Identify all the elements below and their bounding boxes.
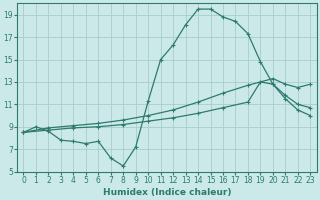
X-axis label: Humidex (Indice chaleur): Humidex (Indice chaleur) [103,188,231,197]
